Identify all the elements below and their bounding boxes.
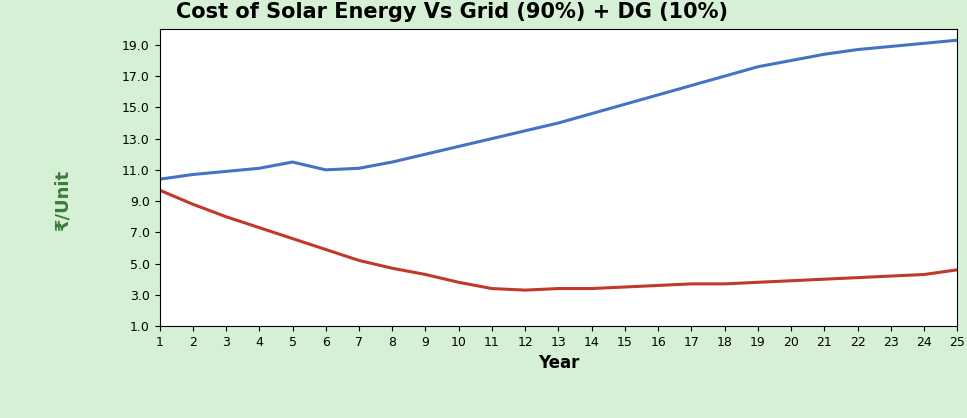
Solar Power	[353, 258, 365, 263]
Grid Power	[320, 167, 332, 172]
Grid Power	[187, 172, 198, 177]
Grid Power	[819, 52, 831, 57]
Solar Power	[287, 236, 299, 241]
Grid Power	[220, 169, 232, 174]
Solar Power	[486, 286, 498, 291]
Text: Cost of Solar Energy Vs Grid (90%) + DG (10%): Cost of Solar Energy Vs Grid (90%) + DG …	[176, 2, 727, 22]
Solar Power	[785, 278, 797, 283]
Grid Power	[586, 111, 598, 116]
Grid Power	[519, 128, 531, 133]
Solar Power	[919, 272, 930, 277]
Line: Solar Power: Solar Power	[160, 190, 957, 290]
Solar Power	[220, 214, 232, 219]
Solar Power	[420, 272, 431, 277]
Grid Power	[785, 58, 797, 63]
Solar Power	[718, 281, 730, 286]
X-axis label: Year: Year	[538, 354, 579, 372]
Grid Power	[353, 166, 365, 171]
Solar Power	[619, 285, 630, 290]
Line: Grid Power: Grid Power	[160, 40, 957, 179]
Grid Power	[919, 41, 930, 46]
Grid Power	[885, 44, 896, 49]
Solar Power	[752, 280, 764, 285]
Solar Power	[253, 225, 265, 230]
Grid Power	[852, 47, 864, 52]
Grid Power	[486, 136, 498, 141]
Solar Power	[686, 281, 697, 286]
Solar Power	[586, 286, 598, 291]
Grid Power	[619, 102, 630, 107]
Solar Power	[653, 283, 664, 288]
Grid Power	[718, 74, 730, 79]
Solar Power	[885, 273, 896, 278]
Solar Power	[387, 266, 398, 271]
Solar Power	[852, 275, 864, 280]
Solar Power	[819, 277, 831, 282]
Grid Power	[253, 166, 265, 171]
Solar Power	[320, 247, 332, 252]
Solar Power	[154, 188, 165, 193]
Grid Power	[420, 152, 431, 157]
Solar Power	[519, 288, 531, 293]
Grid Power	[752, 64, 764, 69]
Solar Power	[952, 267, 963, 272]
Grid Power	[287, 160, 299, 165]
Grid Power	[453, 144, 464, 149]
Grid Power	[154, 177, 165, 182]
Solar Power	[553, 286, 565, 291]
Text: ₹/Unit: ₹/Unit	[54, 170, 72, 231]
Solar Power	[453, 280, 464, 285]
Solar Power	[187, 202, 198, 207]
Grid Power	[387, 160, 398, 165]
Grid Power	[952, 38, 963, 43]
Grid Power	[686, 83, 697, 88]
Grid Power	[653, 92, 664, 97]
Grid Power	[553, 120, 565, 125]
